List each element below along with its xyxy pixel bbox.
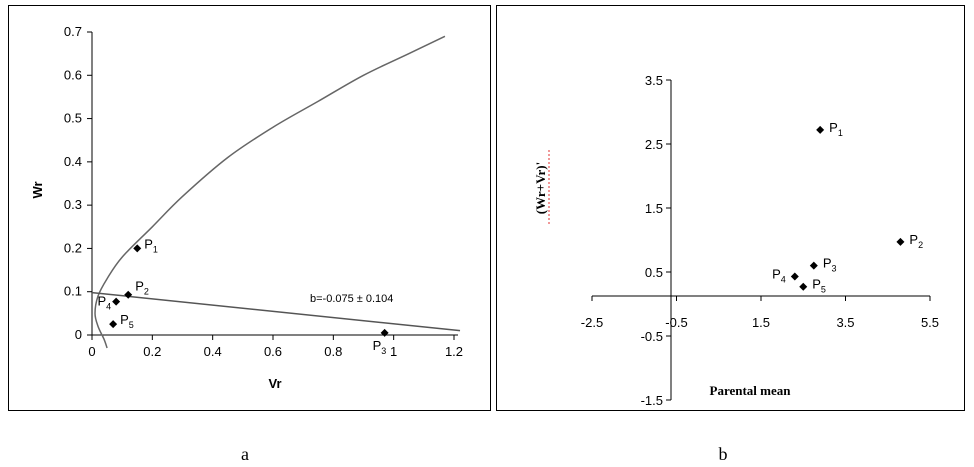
panel-a-y-tick-label: 0.3 <box>64 197 82 212</box>
panel-b-point-label-p2: P2 <box>909 232 923 250</box>
panel-b-frame <box>496 5 965 411</box>
panel-a-y-label: Wr <box>30 181 45 198</box>
panel-a-point-p3 <box>380 328 389 337</box>
panel-b-point-p4 <box>790 272 799 281</box>
panel-b-y-tick-label: 1.5 <box>645 201 663 216</box>
panel-b-point-label-p1: P1 <box>829 120 843 138</box>
panel-a-x-tick-label: 0.4 <box>204 344 222 359</box>
panel-a-point-label-p5: P5 <box>120 312 134 330</box>
panel-b-x-tick-label: -0.5 <box>665 315 687 330</box>
panel-a-y-tick-label: 0.1 <box>64 284 82 299</box>
panel-b-y-tick-label: 2.5 <box>645 137 663 152</box>
panel-b-point-p3 <box>809 261 818 270</box>
panel-b-point-p1 <box>816 125 825 134</box>
panel-b-x-tick-label: -2.5 <box>581 315 603 330</box>
panel-a-point-p2 <box>124 290 133 299</box>
panel-a-limiting-parabola <box>94 35 446 349</box>
panel-b-y-tick-label: 0.5 <box>645 265 663 280</box>
panel-a-y-tick-label: 0.7 <box>64 24 82 39</box>
panel-a-y-tick-label: 0.6 <box>64 67 82 82</box>
panel-b-y-tick-label: 3.5 <box>645 73 663 88</box>
panel-a-x-tick-label: 1 <box>390 344 397 359</box>
panel-a-x-tick-label: 0.8 <box>324 344 342 359</box>
panel-a-point-p4 <box>112 297 121 306</box>
panel-a-x-tick-label: 1.2 <box>445 344 463 359</box>
panel-a-letter: a <box>241 444 249 464</box>
panel-a-y-tick-label: 0 <box>75 327 82 342</box>
panel-b-point-label-p4: P4 <box>772 266 786 284</box>
panel-b: -2.5 -0.5 1.5 3.5 5.5 -1.5 -0.5 0.5 1.5 2.5 3.5 P… <box>533 73 939 408</box>
panel-a-y-tick-label: 0.5 <box>64 111 82 126</box>
panel-b-x-label: Parental mean <box>710 383 792 398</box>
panel-a-point-label-p1: P1 <box>144 236 158 254</box>
panel-a-x-tick-label: 0.6 <box>264 344 282 359</box>
panel-b-point-label-p5: P5 <box>812 277 826 295</box>
panel-a-point-label-p4: P4 <box>97 294 111 312</box>
panel-b-point-label-p3: P3 <box>823 256 837 274</box>
panel-b-y-tick-label: -1.5 <box>641 393 663 408</box>
panel-a-point-p1 <box>133 244 142 253</box>
panel-a-annotation: b=-0.075 ± 0.104 <box>310 293 393 305</box>
panel-b-x-tick-label: 5.5 <box>921 315 939 330</box>
panel-a-point-label-p2: P2 <box>135 279 149 297</box>
panel-a-x-label: Vr <box>268 376 281 391</box>
panel-a-regression-line <box>91 291 461 332</box>
panel-b-letter: b <box>719 444 728 464</box>
panel-b-point-p5 <box>799 282 808 291</box>
panel-a-y-tick-label: 0.4 <box>64 154 82 169</box>
panel-a-frame <box>8 5 491 411</box>
panel-a-point-label-p3: P3 <box>373 338 387 356</box>
panel-b-y-label: (Wr+Vr)' <box>533 162 548 214</box>
panel-a-x-tick-label: 0.2 <box>143 344 161 359</box>
panel-a: 0 0.2 0.4 0.6 0.8 1 1.2 0 0.1 0.2 0.3 0.4 0.5 0.6 0.7… <box>30 24 463 391</box>
panel-b-y-tick-label: -0.5 <box>641 329 663 344</box>
panel-b-x-tick-label: 1.5 <box>752 315 770 330</box>
panel-b-x-tick-label: 3.5 <box>836 315 854 330</box>
panel-a-x-tick-label: 0 <box>88 344 95 359</box>
panel-a-point-p5 <box>109 320 118 329</box>
panel-b-point-p2 <box>896 237 905 246</box>
panel-a-y-tick-label: 0.2 <box>64 240 82 255</box>
